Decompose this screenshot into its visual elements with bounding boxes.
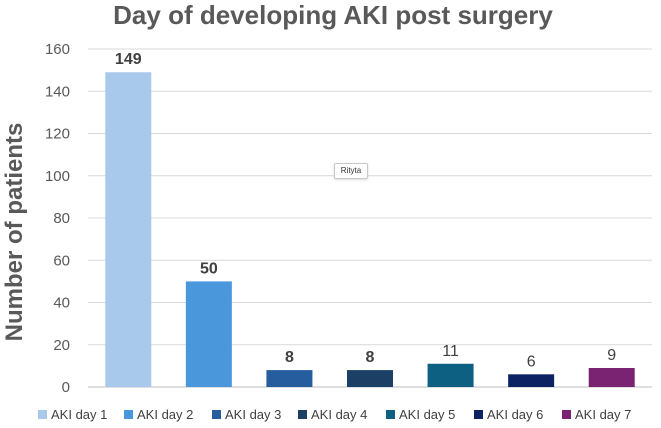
bars [105,72,635,388]
y-tick-label: 140 [45,83,70,100]
y-tick-label: 40 [53,295,70,312]
bar [588,367,635,387]
legend-label: AKI day 4 [311,407,367,422]
y-axis-label: Number of patients [1,123,28,342]
legend-label: AKI day 6 [487,407,543,422]
legend-label: AKI day 5 [399,407,455,422]
y-tick-label: 100 [45,168,70,185]
legend-swatch [38,410,47,419]
data-label: 6 [527,353,536,370]
legend-label: AKI day 7 [575,407,631,422]
y-tick-label: 0 [62,379,70,396]
legend-swatch [386,410,395,419]
data-label: 8 [285,349,294,366]
data-label: 149 [115,51,142,68]
data-label: 9 [607,347,616,364]
y-tick-label: 160 [45,41,70,58]
legend-label: AKI day 1 [51,407,107,422]
data-labels: 149 50 8 8 11 6 9 [115,51,616,370]
bar [508,374,555,387]
y-tick-label: 120 [45,126,70,143]
legend-swatch [298,410,307,419]
legend-label: AKI day 2 [137,407,193,422]
legend: AKI day 1 AKI day 2 AKI day 3 AKI day 4 AKI … [38,407,631,422]
bar [105,72,152,388]
gridlines [88,48,652,388]
bar [266,370,313,387]
legend-swatch [562,410,571,419]
bar [427,363,474,387]
y-tick-label: 60 [53,252,70,269]
data-label: 8 [366,349,375,366]
y-tick-label: 80 [53,210,70,227]
data-label: 11 [442,343,459,360]
data-label: 50 [200,260,218,277]
y-tick-label: 20 [53,337,70,354]
bar [347,370,393,387]
legend-label: AKI day 3 [225,407,281,422]
legend-swatch [212,410,221,419]
legend-swatch [124,410,133,419]
legend-swatch [474,410,483,419]
chart-title: Day of developing AKI post surgery [113,0,553,30]
y-axis-ticks: 0 20 40 60 80 100 120 140 160 [45,41,70,396]
bar [185,281,232,387]
tooltip: Rityta [334,163,368,179]
